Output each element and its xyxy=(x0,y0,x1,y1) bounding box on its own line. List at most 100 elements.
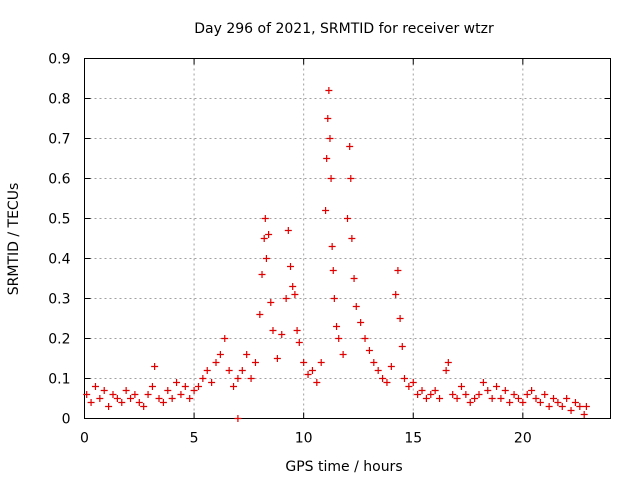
data-point xyxy=(514,395,522,402)
data-point xyxy=(230,383,238,390)
data-point xyxy=(300,359,308,366)
data-point xyxy=(140,403,148,410)
data-point xyxy=(392,291,400,298)
data-point xyxy=(295,339,303,346)
data-point xyxy=(313,379,321,386)
data-point xyxy=(203,367,211,374)
data-point xyxy=(155,395,163,402)
data-point xyxy=(304,371,312,378)
data-point xyxy=(83,391,91,398)
data-point xyxy=(510,391,518,398)
data-point xyxy=(352,303,360,310)
data-point xyxy=(409,379,417,386)
data-point xyxy=(243,351,251,358)
data-point xyxy=(357,319,365,326)
data-point xyxy=(284,227,292,234)
data-point xyxy=(287,263,295,270)
data-point xyxy=(501,387,509,394)
data-point xyxy=(308,367,316,374)
data-point xyxy=(267,299,275,306)
plot-frame xyxy=(84,58,611,419)
x-tick-label: 15 xyxy=(404,431,422,447)
data-point xyxy=(251,359,259,366)
data-point xyxy=(100,387,108,394)
data-point xyxy=(262,255,270,262)
data-point xyxy=(541,391,549,398)
data-point xyxy=(238,367,246,374)
data-point xyxy=(330,295,338,302)
data-point xyxy=(151,363,159,370)
data-point xyxy=(324,115,332,122)
x-axis-label: GPS time / hours xyxy=(285,459,402,475)
data-point xyxy=(135,399,143,406)
ticks-layer: 0 0.1 0.2 0.3 0.4 0.5 0.6 0.7 0.8 0.9 0 5 10 15 20 xyxy=(48,52,611,447)
y-tick-label: 0.7 xyxy=(48,132,70,148)
data-point xyxy=(289,283,297,290)
data-point xyxy=(528,387,536,394)
data-point xyxy=(532,395,540,402)
data-point xyxy=(221,335,229,342)
y-axis-label: SRMTID / TECUs xyxy=(6,183,22,296)
data-point xyxy=(339,351,347,358)
data-point xyxy=(168,395,176,402)
chart-title: Day 296 of 2021, SRMTID for receiver wtz… xyxy=(194,21,494,37)
data-point xyxy=(327,175,335,182)
grid-layer xyxy=(84,58,611,419)
data-point xyxy=(333,323,341,330)
data-point xyxy=(269,327,277,334)
data-point xyxy=(348,235,356,242)
data-point xyxy=(398,343,406,350)
x-tick-label: 0 xyxy=(80,431,89,447)
data-point xyxy=(91,383,99,390)
data-point xyxy=(234,415,242,422)
y-tick-label: 0.9 xyxy=(48,52,70,68)
data-point xyxy=(199,375,207,382)
data-point xyxy=(374,367,382,374)
data-point xyxy=(350,275,358,282)
data-point xyxy=(479,379,487,386)
data-point xyxy=(484,387,492,394)
data-point xyxy=(550,395,558,402)
y-tick-label: 0.1 xyxy=(48,372,70,388)
data-point xyxy=(519,399,527,406)
x-tick-label: 10 xyxy=(295,431,313,447)
data-point xyxy=(181,383,189,390)
data-point xyxy=(173,379,181,386)
data-point xyxy=(194,383,202,390)
data-point xyxy=(387,363,395,370)
data-point xyxy=(418,387,426,394)
data-point xyxy=(323,155,331,162)
data-point xyxy=(471,395,479,402)
data-point xyxy=(545,403,553,410)
data-point xyxy=(462,391,470,398)
data-point xyxy=(344,215,351,222)
data-point xyxy=(225,367,233,374)
x-tick-label: 20 xyxy=(514,431,532,447)
data-point xyxy=(258,271,266,278)
data-point xyxy=(105,403,113,410)
data-point xyxy=(87,399,95,406)
data-point xyxy=(278,331,286,338)
data-point xyxy=(383,379,391,386)
data-point xyxy=(328,243,336,250)
data-point xyxy=(234,375,242,382)
data-point xyxy=(361,335,369,342)
data-point xyxy=(379,375,387,382)
data-point xyxy=(414,391,422,398)
data-point xyxy=(475,391,483,398)
data-point xyxy=(322,207,330,214)
data-point xyxy=(326,135,334,142)
data-point xyxy=(273,355,281,362)
data-point xyxy=(216,351,224,358)
data-point xyxy=(394,267,402,274)
data-point xyxy=(109,391,117,398)
data-point xyxy=(365,347,373,354)
data-point xyxy=(442,367,450,374)
data-point xyxy=(396,315,404,322)
data-point xyxy=(370,359,378,366)
data-point xyxy=(493,383,501,390)
data-point xyxy=(457,383,465,390)
data-point xyxy=(346,143,354,150)
data-point xyxy=(347,175,355,182)
data-point xyxy=(453,395,461,402)
